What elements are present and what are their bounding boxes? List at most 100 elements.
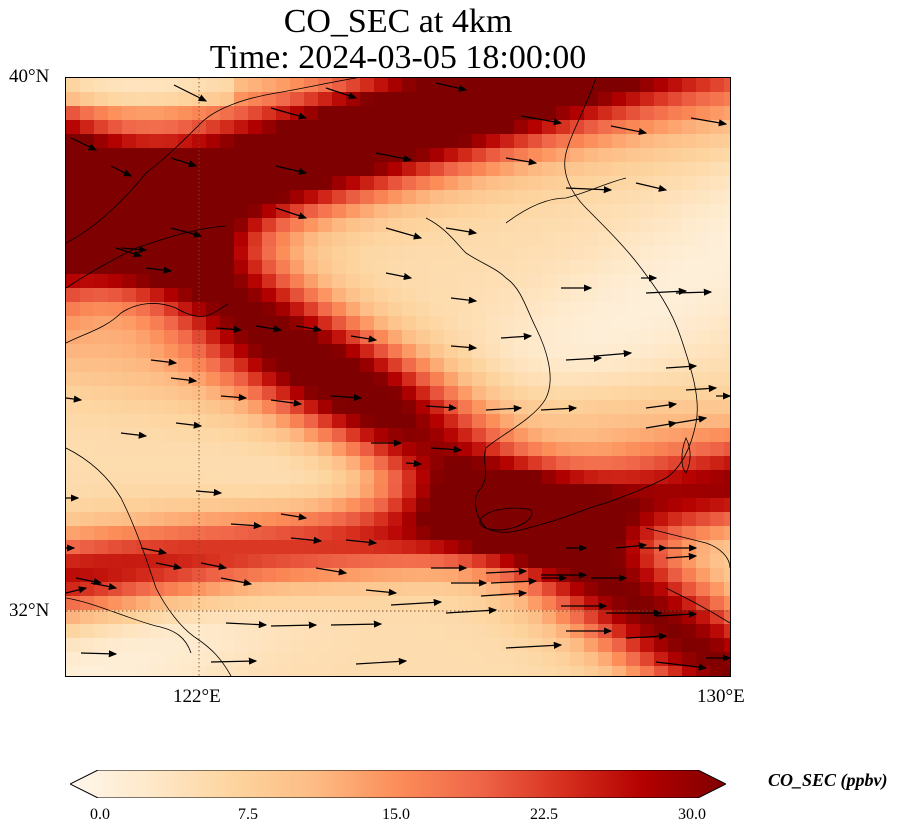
wind-arrow: [75, 577, 103, 586]
wind-arrow: [435, 82, 468, 92]
map-title: CO_SEC at 4km: [283, 3, 513, 40]
wind-arrow: [665, 362, 698, 371]
wind-arrow: [66, 586, 88, 594]
wind-arrow: [610, 125, 648, 136]
wind-arrow: [173, 84, 208, 102]
co-concentration-map: [66, 78, 730, 676]
wind-arrow: [90, 582, 118, 591]
wind-arrow: [280, 513, 308, 521]
wind-arrow: [685, 384, 718, 393]
wind-arrow: [385, 272, 413, 281]
wind-arrow: [485, 404, 523, 413]
wind-arrow: [385, 227, 423, 240]
concentration-field: [66, 78, 730, 676]
colorbar-tick-4: 30.0: [678, 806, 706, 823]
wind-arrow: [675, 415, 708, 424]
wind-arrow: [290, 536, 323, 544]
wind-arrow: [425, 403, 458, 412]
wind-arrow: [645, 287, 688, 295]
gridlines: [66, 78, 730, 676]
wind-arrow: [150, 358, 178, 366]
wind-arrow: [405, 459, 423, 468]
wind-arrow: [170, 227, 203, 238]
lat-tick-label-32n: 32°N: [9, 600, 50, 621]
lat-tick-label-40n: 40°N: [9, 66, 50, 87]
wind-arrow: [505, 157, 538, 166]
wind-arrow: [655, 661, 708, 671]
wind-arrow: [170, 157, 198, 168]
wind-arrow: [200, 562, 228, 571]
wind-arrow: [275, 207, 308, 220]
wind-arrow: [325, 87, 358, 100]
wind-arrow: [155, 562, 183, 571]
wind-arrow: [80, 650, 118, 658]
wind-arrow: [615, 542, 648, 550]
wind-arrow: [665, 552, 698, 561]
wind-arrow: [675, 288, 713, 296]
wind-arrow: [195, 488, 223, 497]
wind-arrow: [225, 621, 268, 629]
wind-arrow: [690, 117, 728, 127]
wind-arrow: [330, 393, 363, 402]
wind-arrow: [145, 266, 173, 274]
wind-arrow: [430, 445, 463, 454]
coastline: [66, 78, 730, 676]
wind-arrow: [115, 247, 143, 258]
wind-arrow: [450, 296, 478, 304]
colorbar-tick-0: 0.0: [90, 806, 110, 823]
wind-arrow: [540, 404, 578, 413]
wind-arrow: [365, 588, 398, 596]
wind-arrow: [450, 343, 478, 352]
wind-arrow: [520, 115, 563, 126]
wind-arrow: [390, 598, 443, 607]
wind-arrow: [230, 521, 263, 530]
wind-arrow: [295, 325, 323, 333]
wind-arrow: [505, 641, 563, 649]
wind-arrow: [485, 567, 528, 575]
colorbar-tick-2: 15.0: [382, 806, 410, 823]
wind-arrow: [110, 165, 133, 177]
wind-arrow: [625, 632, 668, 640]
colorbar-tick-3: 22.5: [530, 806, 558, 823]
lon-tick-label-122e: 122°E: [173, 686, 221, 707]
colorbar-tick-1: 7.5: [238, 806, 258, 823]
wind-arrow: [345, 538, 378, 546]
wind-arrow: [355, 657, 408, 666]
wind-arrow: [445, 606, 498, 615]
wind-arrow: [315, 567, 348, 576]
wind-arrow: [645, 401, 678, 409]
wind-arrow: [490, 577, 538, 585]
wind-arrow: [70, 137, 98, 151]
wind-arrow: [270, 399, 303, 407]
wind-arrow: [120, 245, 148, 254]
wind-arrow: [375, 152, 413, 163]
wind-arrow: [350, 335, 378, 343]
lon-tick-label-130e: 130°E: [697, 686, 745, 707]
wind-arrow: [445, 227, 478, 236]
wind-arrow: [140, 547, 168, 556]
wind-arrow: [275, 165, 308, 175]
wind-arrow: [66, 395, 83, 403]
wind-arrow: [255, 325, 283, 333]
wind-arrow: [565, 186, 613, 194]
wind-arrow: [500, 332, 533, 341]
map-subtitle-time: Time: 2024-03-05 18:00:00: [209, 39, 587, 76]
wind-arrow: [330, 620, 383, 628]
wind-arrow: [645, 420, 678, 429]
wind-arrow: [270, 621, 318, 629]
wind-arrow: [175, 421, 203, 429]
wind-arrow: [210, 657, 258, 665]
wind-arrow: [270, 107, 308, 120]
wind-arrow: [120, 431, 148, 439]
wind-arrow: [480, 589, 528, 598]
wind-vectors: [66, 82, 730, 671]
colorbar: [70, 770, 726, 798]
wind-arrow: [595, 350, 633, 358]
wind-arrow: [220, 577, 253, 587]
wind-arrow: [635, 182, 668, 192]
wind-arrow: [655, 610, 698, 618]
map-panel: [65, 77, 731, 677]
wind-arrow: [215, 325, 243, 334]
wind-arrow: [170, 376, 198, 384]
wind-arrow: [220, 393, 248, 402]
